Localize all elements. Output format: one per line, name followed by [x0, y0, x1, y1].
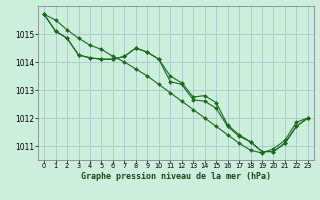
X-axis label: Graphe pression niveau de la mer (hPa): Graphe pression niveau de la mer (hPa)	[81, 172, 271, 181]
